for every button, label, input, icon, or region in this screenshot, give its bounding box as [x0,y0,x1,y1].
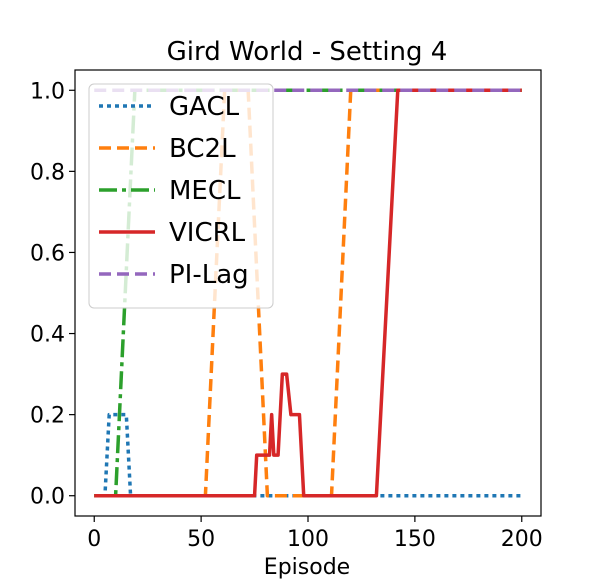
x-tick-label: 0 [87,527,101,552]
x-tick-label: 150 [394,527,436,552]
chart-title: Gird World - Setting 4 [167,37,448,67]
y-tick-label: 0.4 [30,323,65,348]
legend-label-pi-lag: PI-Lag [169,260,249,290]
x-tick-label: 200 [501,527,543,552]
x-tick-label: 100 [287,527,329,552]
legend: GACL BC2L MECL VICRL PI-Lag [88,83,274,309]
y-tick-label: 0.6 [30,241,65,266]
axes-layer: 0 50 100 150 200 0.0 0.2 0.4 0.6 0.8 1.0 [30,79,543,552]
legend-label-bc2l: BC2L [169,134,236,164]
x-tick-label: 50 [187,527,215,552]
y-tick-label: 1.0 [30,79,65,104]
y-tick-label: 0.8 [30,160,65,185]
legend-box [88,83,274,309]
legend-label-mecl: MECL [169,176,241,206]
legend-label-vicrl: VICRL [169,218,246,248]
y-tick-label: 0.2 [30,404,65,429]
legend-label-gacl: GACL [169,92,240,122]
y-tick-label: 0.0 [30,485,65,510]
x-axis-label: Episode [264,555,350,580]
series-line-vicrl [94,88,522,498]
